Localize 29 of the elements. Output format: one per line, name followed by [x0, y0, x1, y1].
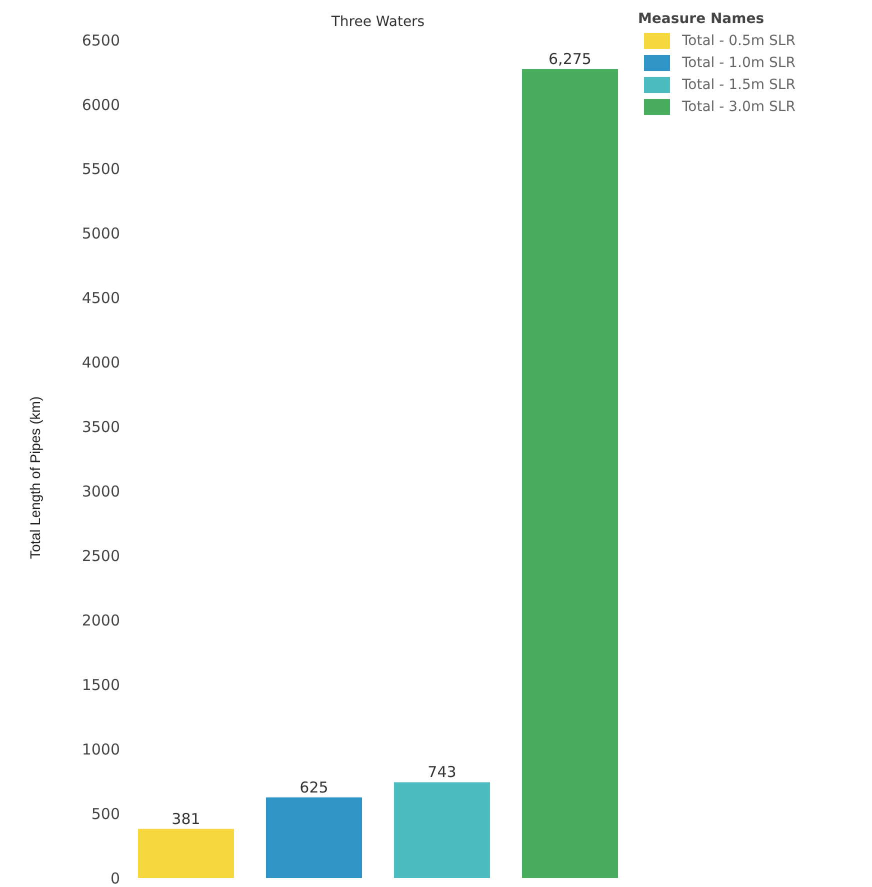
y-tick-label: 6000 — [82, 96, 120, 114]
y-tick-label: 5000 — [82, 224, 120, 243]
data-label: 381 — [172, 810, 200, 828]
legend-label: Total - 1.5m SLR — [682, 76, 796, 95]
legend-title: Measure Names — [638, 10, 766, 29]
y-tick-label: 3000 — [82, 482, 120, 501]
chart-title: Three Waters — [330, 14, 426, 30]
y-tick-label: 4000 — [82, 354, 120, 372]
y-tick-label: 0 — [110, 869, 120, 887]
y-tick-label: 6500 — [82, 31, 120, 50]
y-tick-label: 1500 — [82, 676, 120, 694]
y-tick-label: 4500 — [82, 289, 120, 308]
y-tick-label: 2000 — [82, 611, 120, 630]
y-tick-label: 5500 — [82, 160, 120, 178]
y-tick-label: 2500 — [82, 547, 120, 566]
bar — [394, 782, 490, 878]
legend-label: Total - 3.0m SLR — [682, 98, 796, 117]
y-tick-label: 500 — [91, 804, 120, 823]
data-label: 625 — [300, 778, 328, 796]
y-tick-label: 1000 — [82, 740, 120, 758]
y-axis-title: Total Length of Pipes (km) — [26, 396, 43, 559]
bar — [266, 797, 362, 878]
legend-label: Total - 1.0m SLR — [682, 54, 796, 73]
legend-label: Total - 0.5m SLR — [682, 32, 796, 51]
data-label: 743 — [428, 763, 456, 782]
y-tick-label: 3500 — [82, 418, 120, 436]
bar — [138, 828, 234, 878]
bar — [522, 69, 618, 878]
data-label: 6,275 — [548, 50, 592, 68]
